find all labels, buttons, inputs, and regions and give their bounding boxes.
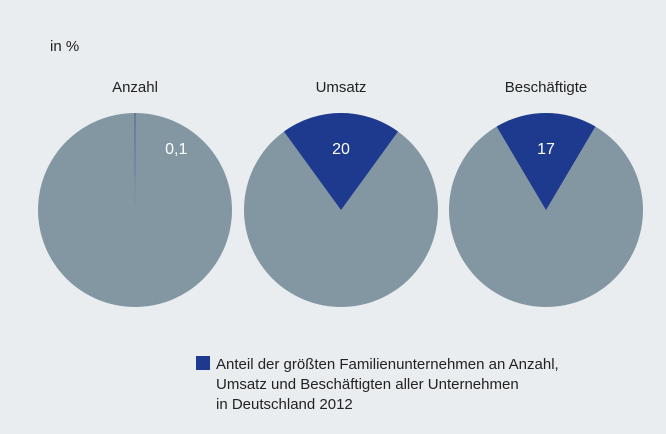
pie-title: Anzahl — [112, 79, 158, 96]
legend-label: Anteil der größten Familienunternehmen a… — [216, 356, 559, 373]
data-label: 0,1 — [165, 141, 187, 158]
data-label: 20 — [332, 141, 350, 158]
pie-slice — [283, 113, 399, 210]
pie-title: Beschäftigte — [505, 79, 588, 96]
unit-label: in % — [50, 38, 79, 55]
legend-label: in Deutschland 2012 — [216, 396, 353, 413]
pie-title: Umsatz — [316, 79, 367, 96]
data-label: 17 — [537, 141, 555, 158]
legend-swatch — [196, 356, 210, 370]
pie-slice — [134, 113, 136, 210]
legend-label: Umsatz und Beschäftigten aller Unternehm… — [216, 376, 519, 393]
pie-slice — [496, 113, 596, 210]
